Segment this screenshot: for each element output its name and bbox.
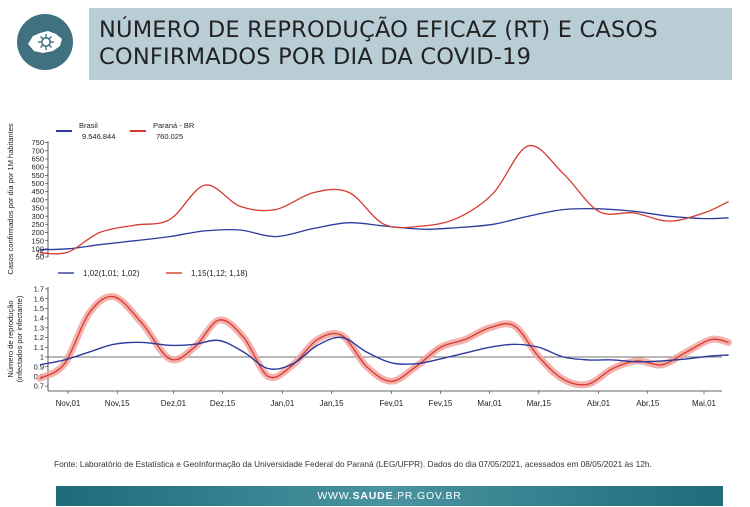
series-line-parana-rt xyxy=(39,295,729,386)
x-tick-label: Fev,15 xyxy=(429,399,453,408)
y-tick-label: 700 xyxy=(31,146,44,155)
x-tick-label: Jan,01 xyxy=(270,399,295,408)
legend-label: 1,15(1,12; 1,18) xyxy=(191,269,248,278)
y-tick-label: 550 xyxy=(31,171,44,180)
x-tick-label: Dez,01 xyxy=(161,399,187,408)
y-tick-label: 1.6 xyxy=(34,294,44,303)
y-tick-label: 150 xyxy=(31,236,44,245)
page-title: NÚMERO DE REPRODUÇÃO EFICAZ (RT) E CASOS… xyxy=(99,17,658,70)
footer-banner: WWW.SAUDE.PR.GOV.BR xyxy=(56,486,723,506)
x-tick-label: Dez,15 xyxy=(210,399,236,408)
y-tick-label: 1.4 xyxy=(34,314,44,323)
x-tick-label: Jan,15 xyxy=(320,399,345,408)
y-tick-label: 0.7 xyxy=(34,382,44,391)
x-tick-label: Nov,15 xyxy=(105,399,130,408)
y-tick-label: 400 xyxy=(31,195,44,204)
series-line-parana xyxy=(39,145,729,255)
series-line-brasil xyxy=(39,207,729,251)
legend-value: 9.546.844 xyxy=(82,132,115,141)
covid-chart: 5075100150200250300350400450500550600650… xyxy=(6,121,733,408)
source-note: Fonte: Laboratório de Estatística e GeoI… xyxy=(54,459,652,469)
y-tick-label: 50 xyxy=(36,253,44,262)
y-tick-label: 75 xyxy=(36,249,44,258)
virus-state-map-icon xyxy=(28,31,62,53)
cases-chart: 5075100150200250300350400450500550600650… xyxy=(6,121,729,275)
y-tick-label: 750 xyxy=(31,138,44,147)
y-axis-label: (infectados por infectante) xyxy=(15,295,24,382)
y-tick-label: 250 xyxy=(31,220,44,229)
x-tick-label: Fev,01 xyxy=(379,399,403,408)
y-tick-label: 500 xyxy=(31,179,44,188)
x-tick-label: Mai,01 xyxy=(692,399,717,408)
x-tick-label: Abr,01 xyxy=(587,399,611,408)
legend-value: 760.025 xyxy=(156,132,183,141)
y-tick-label: 1.2 xyxy=(34,333,44,342)
series-line-brasil-rt xyxy=(39,336,729,370)
y-tick-label: 100 xyxy=(31,244,44,253)
parana-confidence-band xyxy=(36,293,733,389)
y-tick-label: 1.7 xyxy=(34,285,44,294)
y-tick-label: 0.9 xyxy=(34,362,44,371)
x-tick-label: Abr,15 xyxy=(636,399,660,408)
y-axis-label: Número de reprodução xyxy=(6,300,15,377)
legend-label: 1,02(1,01; 1,02) xyxy=(83,269,140,278)
y-tick-label: 1.1 xyxy=(34,343,44,352)
legend-label: Brasil xyxy=(79,121,98,130)
x-tick-label: Mar,15 xyxy=(527,399,552,408)
y-tick-label: 600 xyxy=(31,163,44,172)
x-tick-label: Nov,01 xyxy=(56,399,81,408)
legend-label: Paraná - BR xyxy=(153,121,195,130)
y-tick-label: 650 xyxy=(31,155,44,164)
title-banner: NÚMERO DE REPRODUÇÃO EFICAZ (RT) E CASOS… xyxy=(89,8,732,80)
y-tick-label: 1 xyxy=(40,353,44,362)
y-tick-label: 350 xyxy=(31,204,44,213)
footer-url[interactable]: WWW.SAUDE.PR.GOV.BR xyxy=(317,490,462,502)
y-tick-label: 1.5 xyxy=(34,304,44,313)
logo xyxy=(17,14,73,70)
x-tick-label: Mar,01 xyxy=(477,399,502,408)
y-tick-label: 300 xyxy=(31,212,44,221)
y-tick-label: 200 xyxy=(31,228,44,237)
y-tick-label: 450 xyxy=(31,187,44,196)
y-axis-label: Casos confirmados por dia por 1M habitan… xyxy=(6,123,15,275)
y-tick-label: 1.3 xyxy=(34,323,44,332)
